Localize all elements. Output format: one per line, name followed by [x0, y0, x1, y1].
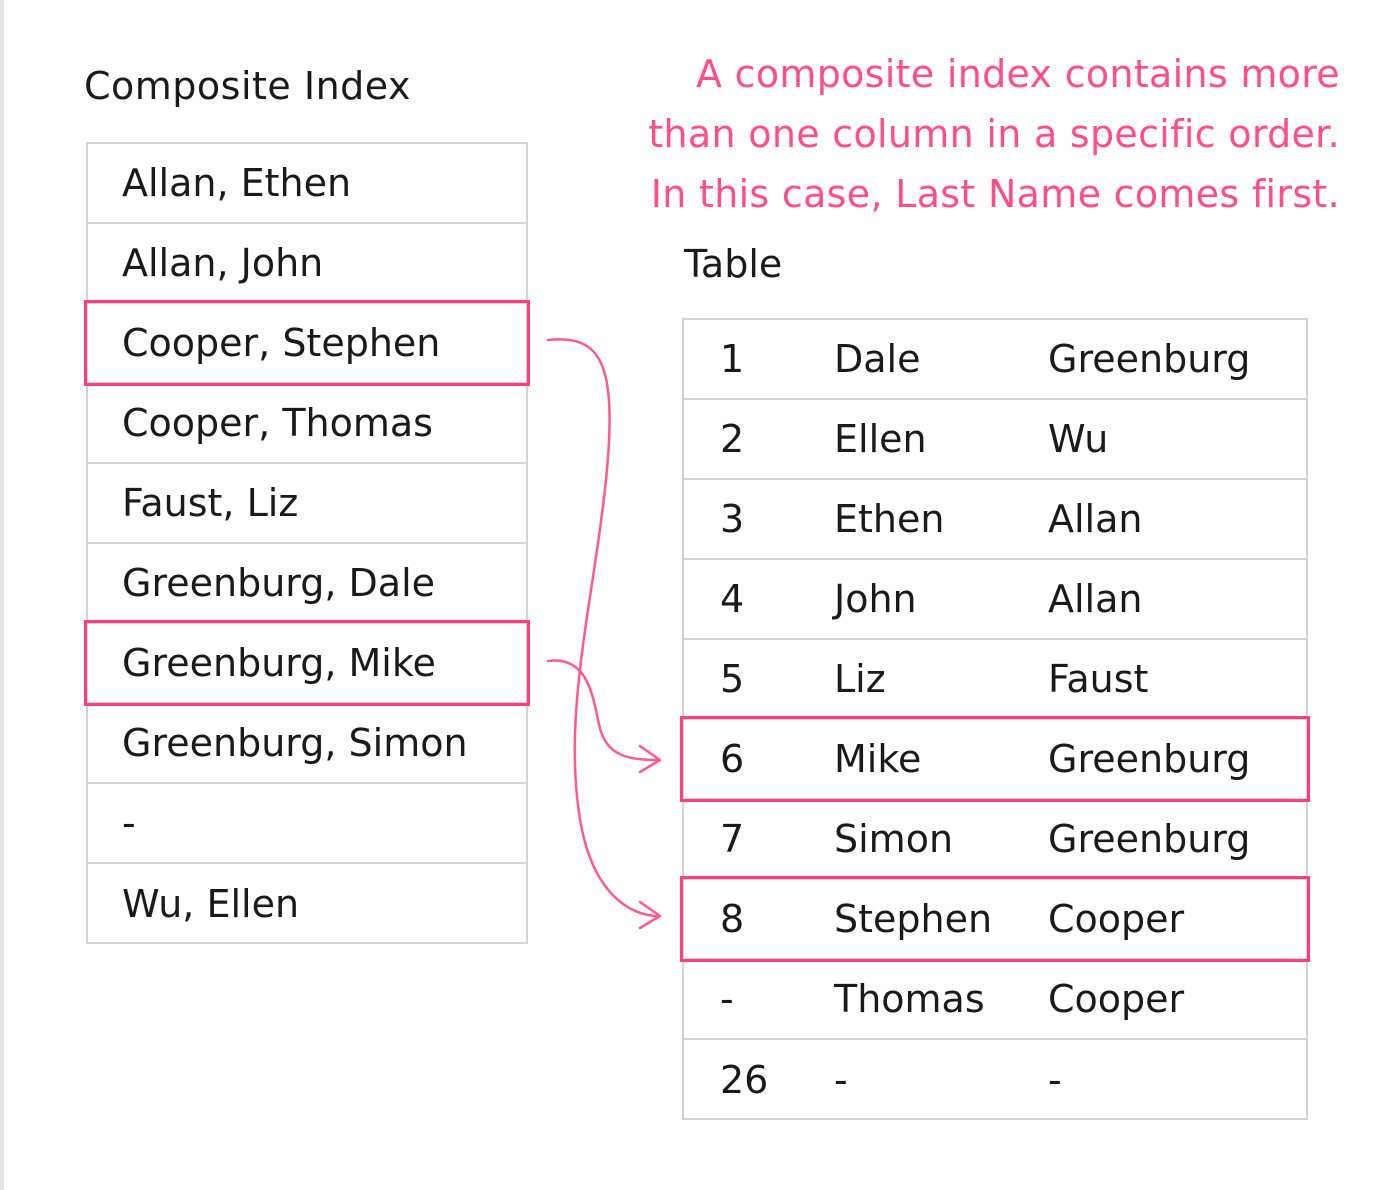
- row-id: -: [720, 977, 734, 1021]
- last-name: Greenburg: [1048, 737, 1251, 781]
- row-id: 8: [720, 897, 745, 941]
- first-name: Liz: [834, 657, 886, 701]
- index-entry: Faust, Liz: [122, 481, 299, 525]
- note-line-2: than one column in a specific order.: [648, 112, 1340, 156]
- arrowhead-row-8: [638, 900, 662, 930]
- index-row: Allan, Ethen: [88, 144, 526, 224]
- index-row: Cooper, Thomas: [88, 384, 526, 464]
- row-id: 5: [720, 657, 745, 701]
- index-row: Faust, Liz: [88, 464, 526, 544]
- last-name: Wu: [1048, 417, 1109, 461]
- table-row: 8 Stephen Cooper: [684, 880, 1306, 960]
- index-row: Cooper, Stephen: [88, 304, 526, 384]
- composite-index-list: Allan, Ethen Allan, John Cooper, Stephen…: [86, 142, 528, 944]
- data-table: 1 Dale Greenburg 2 Ellen Wu 3 Ethen Alla…: [682, 318, 1308, 1120]
- index-entry: -: [122, 801, 136, 845]
- arrow-mike-to-row-6: [546, 659, 660, 762]
- last-name: Greenburg: [1048, 337, 1251, 381]
- index-row: Greenburg, Simon: [88, 704, 526, 784]
- table-row: 3 Ethen Allan: [684, 480, 1306, 560]
- row-id: 3: [720, 497, 745, 541]
- index-entry: Greenburg, Dale: [122, 561, 435, 605]
- last-name: -: [1048, 1058, 1062, 1102]
- index-entry: Cooper, Stephen: [122, 321, 441, 365]
- table-row: - Thomas Cooper: [684, 960, 1306, 1040]
- index-entry: Allan, Ethen: [122, 161, 352, 205]
- table-row: 6 Mike Greenburg: [684, 720, 1306, 800]
- explanation-note: A composite index contains more than one…: [580, 44, 1340, 224]
- composite-index-title: Composite Index: [84, 64, 411, 108]
- table-row: 2 Ellen Wu: [684, 400, 1306, 480]
- first-name: Mike: [834, 737, 922, 781]
- first-name: John: [834, 577, 917, 621]
- arrow-stephen-to-row-8: [546, 338, 660, 918]
- index-row: -: [88, 784, 526, 864]
- index-row: Greenburg, Dale: [88, 544, 526, 624]
- last-name: Allan: [1048, 577, 1143, 621]
- last-name: Faust: [1048, 657, 1149, 701]
- table-row: 1 Dale Greenburg: [684, 320, 1306, 400]
- note-line-3: In this case, Last Name comes first.: [650, 172, 1340, 216]
- row-id: 2: [720, 417, 745, 461]
- last-name: Cooper: [1048, 897, 1185, 941]
- arrowhead-row-6: [638, 744, 662, 774]
- table-title: Table: [684, 242, 783, 286]
- index-row: Greenburg, Mike: [88, 624, 526, 704]
- index-row: Allan, John: [88, 224, 526, 304]
- row-id: 4: [720, 577, 745, 621]
- row-id: 7: [720, 817, 745, 861]
- first-name: Ellen: [834, 417, 927, 461]
- first-name: Stephen: [834, 897, 993, 941]
- last-name: Allan: [1048, 497, 1143, 541]
- index-row: Wu, Ellen: [88, 864, 526, 944]
- index-entry: Cooper, Thomas: [122, 401, 433, 445]
- first-name: Dale: [834, 337, 921, 381]
- table-row: 5 Liz Faust: [684, 640, 1306, 720]
- table-row: 4 John Allan: [684, 560, 1306, 640]
- index-entry: Greenburg, Mike: [122, 641, 436, 685]
- last-name: Greenburg: [1048, 817, 1251, 861]
- first-name: -: [834, 1058, 848, 1102]
- first-name: Thomas: [834, 977, 985, 1021]
- index-entry: Allan, John: [122, 241, 324, 285]
- last-name: Cooper: [1048, 977, 1185, 1021]
- row-id: 6: [720, 737, 745, 781]
- first-name: Ethen: [834, 497, 945, 541]
- first-name: Simon: [834, 817, 954, 861]
- table-row: 26 - -: [684, 1040, 1306, 1120]
- row-id: 1: [720, 337, 745, 381]
- note-line-1: A composite index contains more: [695, 52, 1340, 96]
- row-id: 26: [720, 1058, 769, 1102]
- index-entry: Wu, Ellen: [122, 882, 300, 926]
- table-row: 7 Simon Greenburg: [684, 800, 1306, 880]
- index-entry: Greenburg, Simon: [122, 721, 468, 765]
- page-left-edge: [0, 0, 4, 1190]
